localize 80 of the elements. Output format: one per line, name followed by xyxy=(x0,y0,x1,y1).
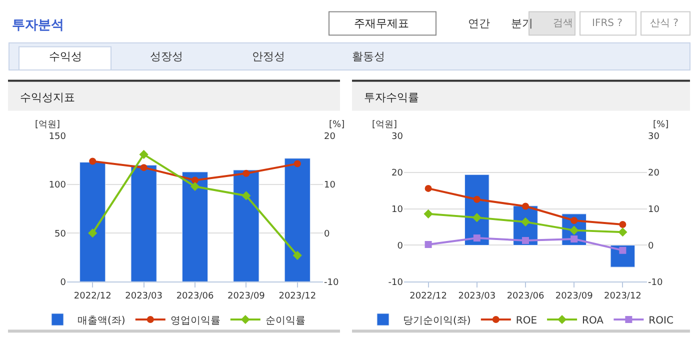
point xyxy=(619,246,626,254)
x-tick-label: 2023/09 xyxy=(555,291,594,302)
point xyxy=(424,184,432,192)
legend-label: ROIC xyxy=(648,315,674,326)
text: 산식 ? xyxy=(650,18,678,29)
point xyxy=(424,209,433,218)
point xyxy=(192,176,198,184)
y-tick-label: 150 xyxy=(48,132,66,142)
y-tick-label: 20 xyxy=(392,168,404,179)
point xyxy=(473,234,480,242)
text: 주재무제표 xyxy=(354,17,409,30)
x-tick-label: 2022/12 xyxy=(74,291,112,302)
point xyxy=(619,220,626,228)
y-tick-label: 50 xyxy=(54,229,66,240)
legend-label: 순이익률 xyxy=(265,315,306,326)
y2-tick-label: 20 xyxy=(648,168,660,179)
x-tick-label: 2023/06 xyxy=(176,291,214,302)
point xyxy=(522,202,529,210)
point xyxy=(472,213,482,222)
point xyxy=(570,236,578,243)
text: IFRS ? xyxy=(592,18,622,29)
text: 안정성 xyxy=(252,50,285,63)
bar xyxy=(130,164,157,282)
text: 연간 xyxy=(468,17,490,30)
point xyxy=(294,160,301,168)
y2-tick-label: 20 xyxy=(324,132,336,142)
y-tick-label: 10 xyxy=(392,204,404,215)
legend-label: ROE xyxy=(516,315,538,326)
point xyxy=(88,228,98,238)
bar xyxy=(182,172,208,282)
y-tick-label: 0 xyxy=(397,241,404,252)
text: 성장성 xyxy=(150,50,183,63)
y2-tick-label: 0 xyxy=(648,241,654,252)
chart-title: 투자수익률 xyxy=(364,91,419,104)
point xyxy=(522,237,529,244)
x-tick-label: 2023/06 xyxy=(506,291,544,302)
point xyxy=(570,216,578,224)
text: 투자분석 xyxy=(12,18,64,33)
y-tick-label: 30 xyxy=(392,132,404,142)
bar xyxy=(80,162,106,282)
y-axis-title: [억원] xyxy=(372,120,398,130)
legend-label: 영업이익률 xyxy=(170,315,220,326)
point xyxy=(242,191,251,200)
x-tick-label: 2023/03 xyxy=(458,291,496,302)
point xyxy=(618,228,628,237)
point xyxy=(424,241,432,248)
point xyxy=(190,182,200,192)
y-tick-label: -10 xyxy=(388,278,404,288)
x-tick-label: 2023/09 xyxy=(228,291,266,302)
y2-axis-title: [%] xyxy=(653,120,669,130)
bar xyxy=(284,158,310,282)
y2-tick-label: -10 xyxy=(648,278,663,288)
bar xyxy=(233,170,260,282)
legend-label: 당기순이익(좌) xyxy=(403,315,471,326)
y2-tick-label: 10 xyxy=(324,180,336,191)
legend-label: 매출액(좌) xyxy=(78,315,126,326)
text: 활동성 xyxy=(352,50,385,63)
x-tick-label: 2022/12 xyxy=(410,291,447,302)
y2-tick-label: -10 xyxy=(324,278,339,288)
y2-tick-label: 10 xyxy=(648,204,660,215)
y-axis-title: [억원] xyxy=(35,120,60,130)
point xyxy=(473,196,480,203)
chart-title: 수익성지표 xyxy=(20,91,75,104)
point xyxy=(242,170,250,177)
text: 검색 xyxy=(553,18,573,29)
point xyxy=(139,150,148,160)
x-tick-label: 2023/12 xyxy=(604,291,642,302)
point xyxy=(292,250,302,260)
x-tick-label: 2023/12 xyxy=(278,291,316,302)
text: 수익성 xyxy=(49,50,82,63)
x-tick-label: 2023/03 xyxy=(125,291,162,302)
y2-tick-label: 0 xyxy=(324,229,330,240)
point xyxy=(89,158,96,165)
point xyxy=(140,164,148,172)
text: 분기 xyxy=(511,17,533,30)
y2-axis-title: [%] xyxy=(329,120,345,130)
y-tick-label: 0 xyxy=(60,278,66,288)
legend-label: ROA xyxy=(582,315,604,326)
y2-tick-label: 30 xyxy=(648,132,660,142)
y-tick-label: 100 xyxy=(48,180,66,191)
